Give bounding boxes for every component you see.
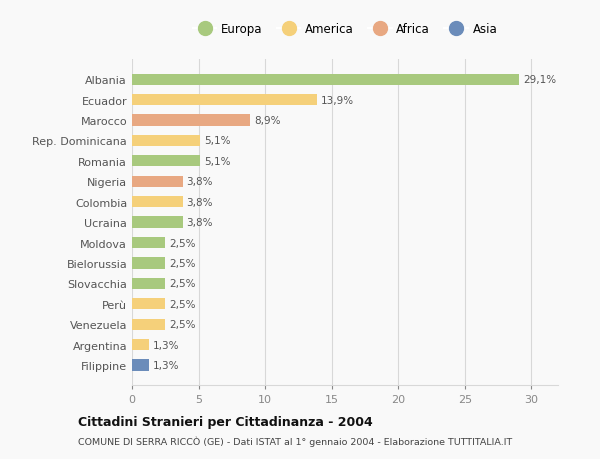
Bar — [132, 278, 165, 289]
Bar — [132, 217, 182, 228]
Bar — [132, 258, 165, 269]
Bar — [132, 298, 165, 310]
Text: 2,5%: 2,5% — [169, 238, 196, 248]
Text: 2,5%: 2,5% — [169, 258, 196, 269]
Text: 2,5%: 2,5% — [169, 319, 196, 330]
Text: COMUNE DI SERRA RICCÒ (GE) - Dati ISTAT al 1° gennaio 2004 - Elaborazione TUTTIT: COMUNE DI SERRA RICCÒ (GE) - Dati ISTAT … — [78, 435, 512, 446]
Bar — [132, 319, 165, 330]
Bar — [132, 74, 520, 86]
Text: 2,5%: 2,5% — [169, 299, 196, 309]
Bar — [132, 176, 182, 187]
Text: 8,9%: 8,9% — [254, 116, 281, 126]
Bar — [132, 156, 200, 167]
Bar — [132, 135, 200, 147]
Legend: Europa, America, Africa, Asia: Europa, America, Africa, Asia — [193, 23, 497, 36]
Text: Cittadini Stranieri per Cittadinanza - 2004: Cittadini Stranieri per Cittadinanza - 2… — [78, 415, 373, 428]
Text: 1,3%: 1,3% — [154, 360, 180, 370]
Text: 5,1%: 5,1% — [204, 136, 230, 146]
Bar — [132, 339, 149, 350]
Bar — [132, 237, 165, 249]
Bar — [132, 196, 182, 208]
Text: 3,8%: 3,8% — [187, 177, 213, 187]
Bar — [132, 359, 149, 371]
Text: 5,1%: 5,1% — [204, 157, 230, 167]
Text: 1,3%: 1,3% — [154, 340, 180, 350]
Text: 3,8%: 3,8% — [187, 218, 213, 228]
Text: 2,5%: 2,5% — [169, 279, 196, 289]
Text: 3,8%: 3,8% — [187, 197, 213, 207]
Text: 13,9%: 13,9% — [321, 95, 354, 106]
Bar — [132, 115, 250, 126]
Text: 29,1%: 29,1% — [523, 75, 557, 85]
Bar — [132, 95, 317, 106]
